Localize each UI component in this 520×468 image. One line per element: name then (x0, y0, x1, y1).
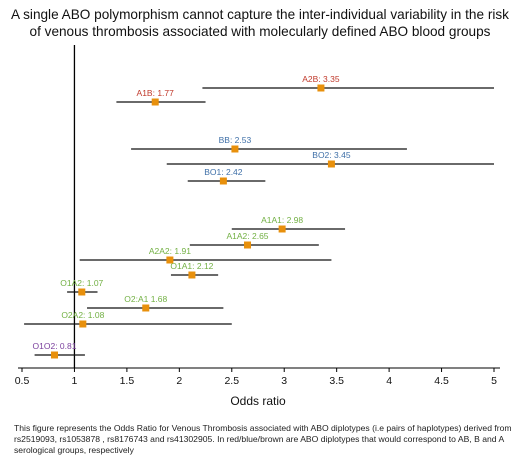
point-label: A2B: 3.35 (302, 74, 340, 84)
x-tick-label: 3.5 (329, 375, 344, 387)
point-estimate-marker (51, 351, 59, 359)
point-estimate-marker (79, 320, 87, 328)
x-axis-label: Odds ratio (230, 394, 286, 408)
x-tick-label: 0.5 (15, 375, 30, 387)
point-label: BB: 2.53 (219, 135, 252, 145)
x-tick-label: 1.5 (120, 375, 135, 387)
point-label: A1B: 1.77 (137, 88, 175, 98)
x-tick-label: 3 (281, 375, 287, 387)
point-estimate-marker (244, 241, 252, 249)
point-estimate-marker (151, 98, 159, 106)
point-label: A2A2: 1.91 (149, 246, 191, 256)
x-tick-label: 5 (491, 375, 497, 387)
figure-caption: This figure represents the Odds Ratio fo… (14, 423, 512, 455)
point-estimate-marker (231, 145, 239, 153)
point-label: O1A1: 2.12 (170, 261, 213, 271)
point-estimate-marker (166, 256, 174, 264)
point-label: O2A2: 1.08 (61, 310, 104, 320)
point-label: A1A1: 2.98 (261, 215, 303, 225)
point-estimate-marker (188, 271, 196, 279)
x-tick-label: 4 (386, 375, 392, 387)
x-tick-label: 4.5 (434, 375, 449, 387)
point-label: O1A2: 1.07 (60, 278, 103, 288)
chart-title: A single ABO polymorphism cannot capture… (11, 7, 509, 39)
point-label: O1O2: 0.81 (33, 341, 77, 351)
point-estimate-marker (142, 304, 150, 312)
x-tick-label: 2.5 (224, 375, 239, 387)
point-label: O2:A1 1.68 (124, 294, 167, 304)
point-label: BO1: 2.42 (204, 167, 243, 177)
plot-marks: A2B: 3.35 A1B: 1.77 BB: 2.53 BO2: 3.45 BO1: … (24, 74, 494, 359)
point-label: BO2: 3.45 (312, 150, 351, 160)
x-tick-label: 2 (176, 375, 182, 387)
point-estimate-marker (219, 177, 227, 185)
point-estimate-marker (317, 84, 325, 92)
point-estimate-marker (278, 225, 286, 233)
x-axis-ticks: 0.5 1 1.5 2 2.5 3 3.5 4 4.5 5 (15, 368, 497, 387)
point-estimate-marker (327, 160, 335, 168)
point-estimate-marker (78, 288, 86, 296)
point-label: A1A2: 2.65 (226, 231, 268, 241)
x-tick-label: 1 (72, 375, 78, 387)
